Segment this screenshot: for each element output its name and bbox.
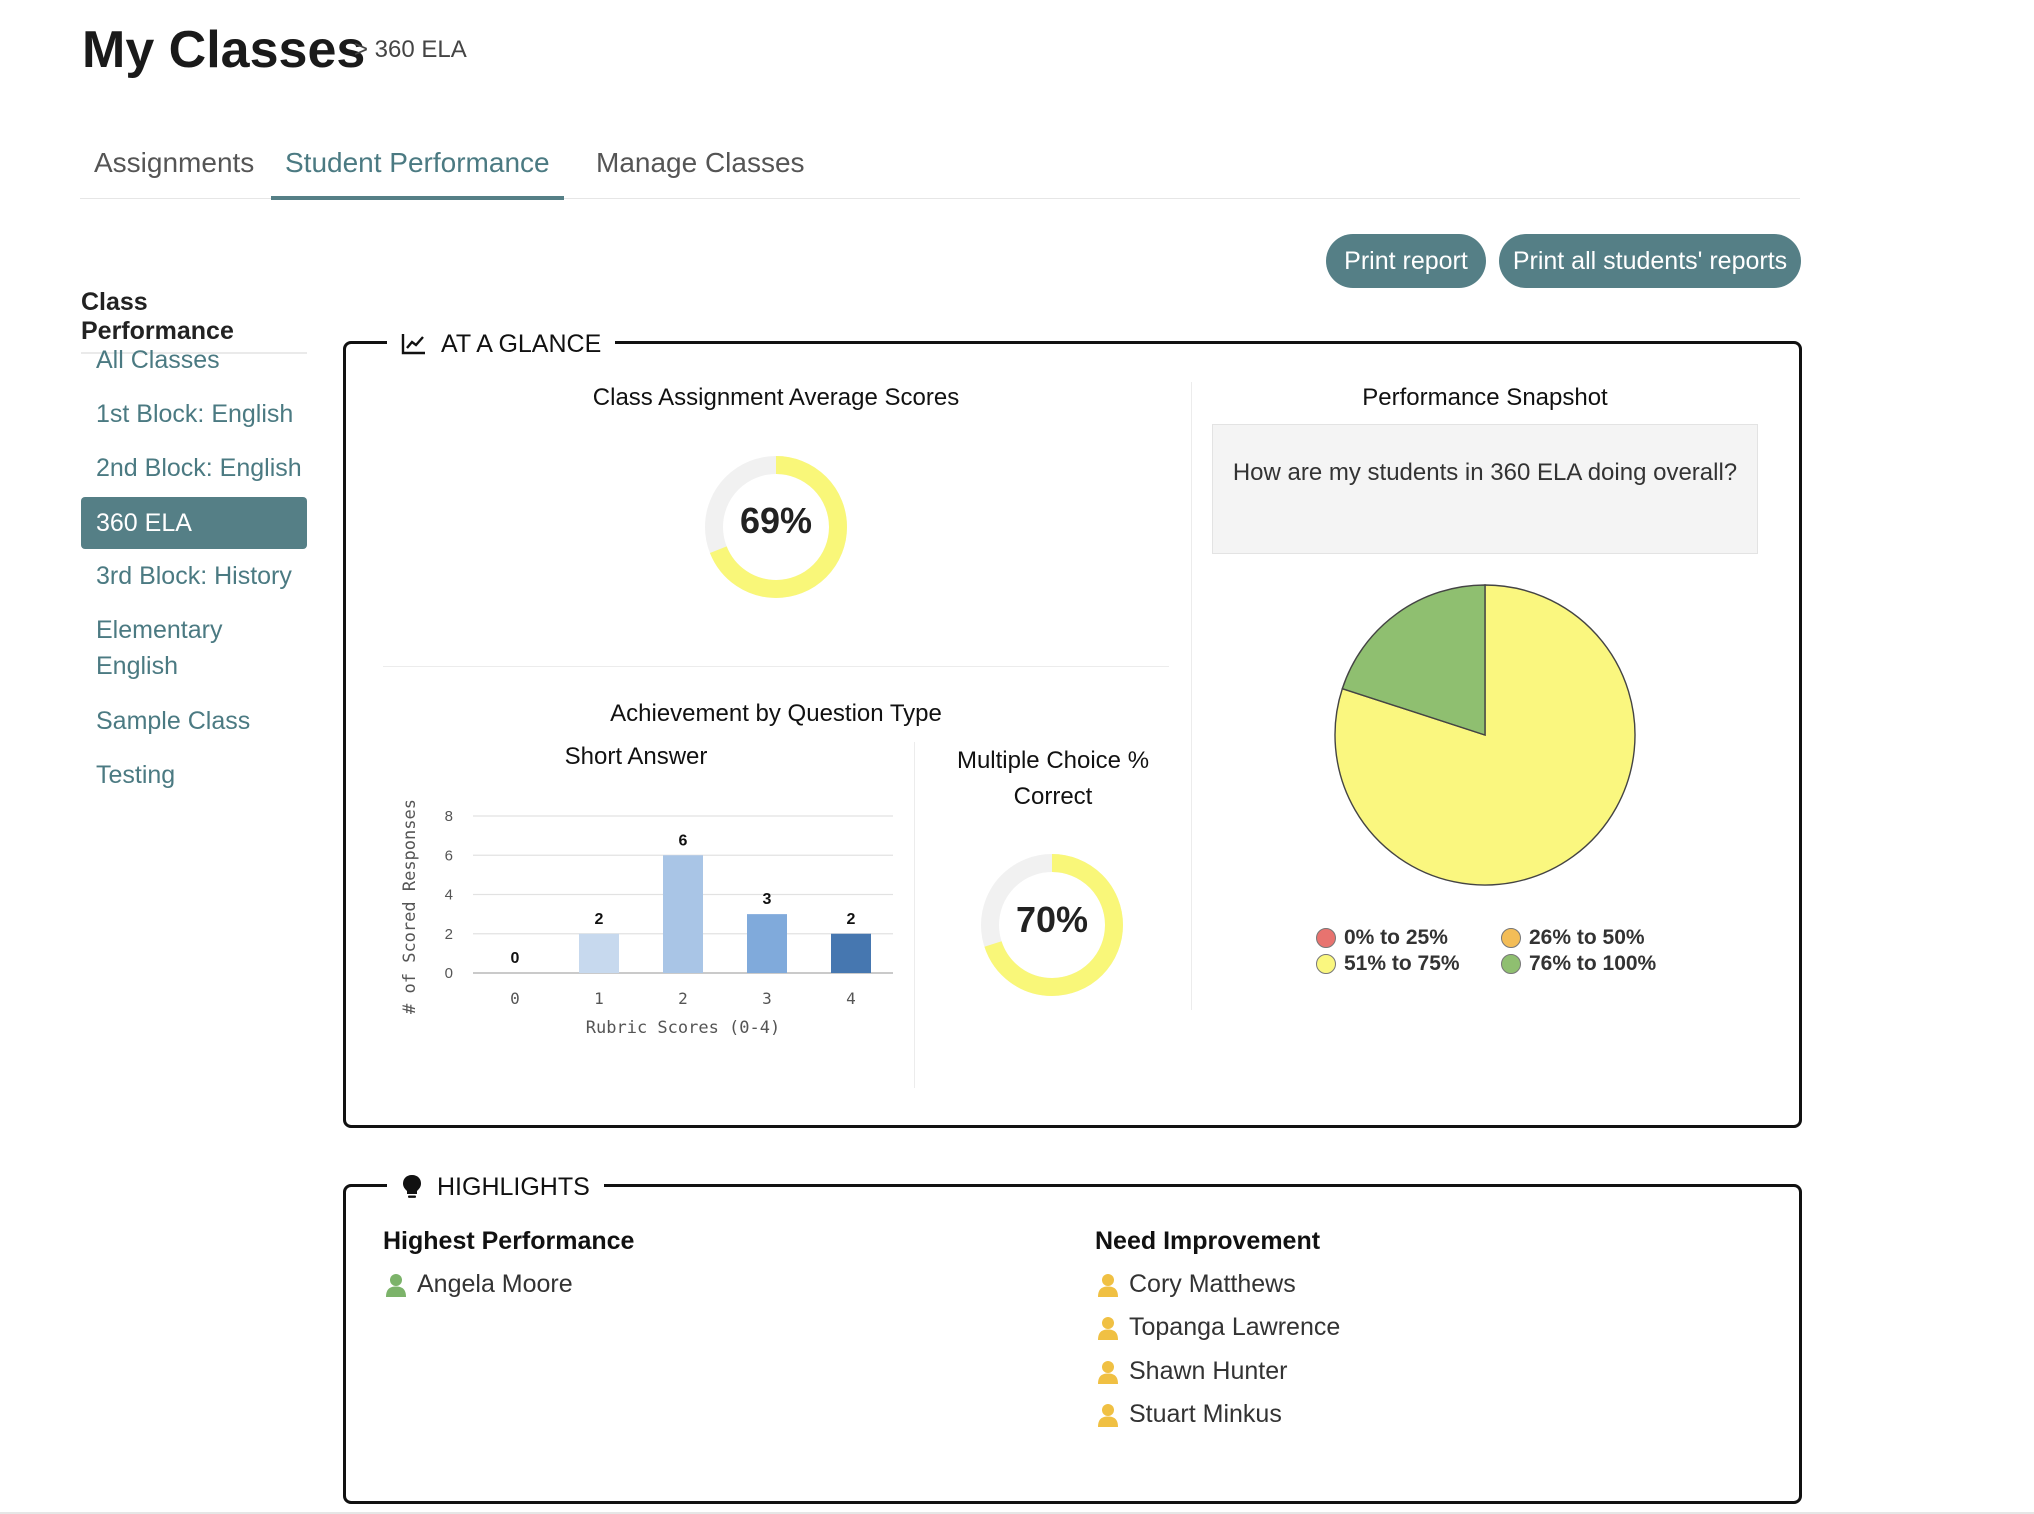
snapshot-title: Performance Snapshot: [1362, 384, 1608, 411]
tab-student-performance[interactable]: Student Performance: [271, 140, 564, 200]
y-tick-label: 2: [445, 926, 453, 943]
x-tick-label: 2: [678, 989, 688, 1008]
bar-data-label: 2: [595, 911, 604, 928]
mc-title: Multiple Choice % Correct: [918, 743, 1188, 815]
legend-swatch: [1501, 954, 1521, 974]
x-tick-label: 1: [594, 989, 604, 1008]
lightbulb-icon: [403, 1175, 421, 1198]
user-icon: [1098, 1360, 1118, 1384]
at-a-glance-panel: [343, 341, 1802, 1128]
legend-swatch: [1501, 928, 1521, 948]
highlights-panel: [343, 1184, 1802, 1504]
student-item[interactable]: Topanga Lawrence: [1097, 1313, 1340, 1342]
legend-swatch: [1316, 954, 1336, 974]
student-item[interactable]: Stuart Minkus: [1097, 1400, 1282, 1429]
bar-data-label: 2: [847, 911, 856, 928]
sidebar-item-1st-block-english[interactable]: 1st Block: English: [96, 400, 294, 428]
mc-title-line2: Correct: [1013, 783, 1093, 810]
page-title: My Classes: [82, 21, 366, 79]
student-item[interactable]: Angela Moore: [385, 1270, 573, 1299]
legend-label: 0% to 25%: [1344, 926, 1448, 949]
tab-manage-classes[interactable]: Manage Classes: [596, 147, 805, 178]
highlights-title: HIGHLIGHTS: [437, 1172, 590, 1201]
sidebar-item-360-ela[interactable]: 360 ELA: [81, 497, 307, 549]
student-name: Topanga Lawrence: [1129, 1313, 1341, 1341]
sidebar-item-3rd-block-history[interactable]: 3rd Block: History: [96, 562, 292, 590]
need-improvement-heading: Need Improvement: [1095, 1227, 1321, 1255]
y-tick-label: 0: [445, 965, 453, 982]
subchart-divider: [914, 742, 915, 1088]
breadcrumb[interactable]: > 360 ELA: [354, 36, 467, 63]
student-item[interactable]: Shawn Hunter: [1097, 1357, 1287, 1386]
legend-label: 26% to 50%: [1529, 926, 1645, 949]
snapshot-pie-chart: [1334, 584, 1636, 886]
highest-performance-heading: Highest Performance: [383, 1227, 635, 1255]
sidebar-item-testing[interactable]: Testing: [96, 761, 176, 789]
short-answer-bar-chart: 0 2 4 6 8 0 0 2 1 6 2 3 3 2 4 Rubric Scores (0-4) # of S…: [400, 799, 893, 1038]
y-tick-label: 8: [445, 808, 453, 825]
y-axis-title: # of Scored Responses: [400, 799, 420, 1014]
y-tick-label: 4: [445, 887, 453, 904]
achievement-title: Achievement by Question Type: [610, 700, 942, 727]
bar[interactable]: [663, 855, 703, 973]
at-a-glance-legend: AT A GLANCE: [387, 326, 616, 362]
pie-legend-item[interactable]: 26% to 50%: [1501, 926, 1645, 950]
user-icon: [1098, 1316, 1118, 1340]
snapshot-question: How are my students in 360 ELA doing ove…: [1212, 424, 1758, 554]
column-divider: [1191, 382, 1192, 1010]
row-divider: [383, 666, 1169, 667]
avg-scores-value: 69%: [739, 500, 813, 541]
x-tick-label: 0: [510, 989, 520, 1008]
highlights-legend: HIGHLIGHTS: [387, 1169, 604, 1205]
user-icon: [1098, 1403, 1118, 1427]
at-a-glance-title: AT A GLANCE: [441, 329, 602, 358]
legend-label: 51% to 75%: [1344, 952, 1460, 975]
footer-divider: [0, 1512, 2034, 1514]
bar[interactable]: [579, 933, 619, 973]
sidebar-item-sample-class[interactable]: Sample Class: [96, 707, 251, 735]
tab-bar: Assignments Student Performance Manage C…: [80, 136, 1800, 200]
bar-data-label: 6: [679, 832, 688, 849]
x-tick-label: 3: [762, 989, 772, 1008]
user-icon: [1098, 1273, 1118, 1297]
x-axis-title: Rubric Scores (0-4): [586, 1018, 780, 1038]
sidebar-item-2nd-block-english[interactable]: 2nd Block: English: [96, 454, 302, 482]
short-answer-title: Short Answer: [564, 743, 708, 770]
sidebar-item-elementary-english[interactable]: Elementary English: [96, 616, 223, 680]
student-item[interactable]: Cory Matthews: [1097, 1270, 1296, 1299]
avg-scores-donut: [705, 456, 847, 598]
legend-label: 76% to 100%: [1529, 952, 1657, 975]
pie-legend-item[interactable]: 51% to 75%: [1316, 952, 1460, 976]
mc-value: 70%: [1015, 899, 1089, 940]
sidebar-heading: Class Performance: [81, 288, 307, 354]
y-tick-label: 6: [445, 847, 453, 864]
pie-slice[interactable]: [1341, 584, 1486, 736]
bar[interactable]: [831, 933, 871, 973]
student-name: Stuart Minkus: [1129, 1400, 1282, 1428]
student-name: Angela Moore: [417, 1270, 573, 1298]
bar[interactable]: [747, 914, 787, 973]
mc-title-line1: Multiple Choice %: [956, 747, 1150, 774]
pie-legend-item[interactable]: 0% to 25%: [1316, 926, 1448, 950]
student-name: Shawn Hunter: [1129, 1357, 1288, 1385]
line-chart-icon: [401, 334, 425, 355]
bar-data-label: 0: [511, 950, 520, 967]
tab-assignments[interactable]: Assignments: [94, 147, 255, 178]
print-all-reports-button[interactable]: Print all students' reports: [1499, 234, 1801, 288]
bar-data-label: 3: [763, 891, 772, 908]
student-name: Cory Matthews: [1129, 1270, 1296, 1298]
avg-scores-title: Class Assignment Average Scores: [592, 384, 960, 411]
pie-legend-item[interactable]: 76% to 100%: [1501, 952, 1656, 976]
mc-donut: [981, 854, 1123, 996]
print-report-button[interactable]: Print report: [1326, 234, 1486, 288]
user-icon: [386, 1273, 406, 1297]
legend-swatch: [1316, 928, 1336, 948]
x-tick-label: 4: [846, 989, 856, 1008]
sidebar-item-all-classes[interactable]: All Classes: [96, 346, 220, 374]
